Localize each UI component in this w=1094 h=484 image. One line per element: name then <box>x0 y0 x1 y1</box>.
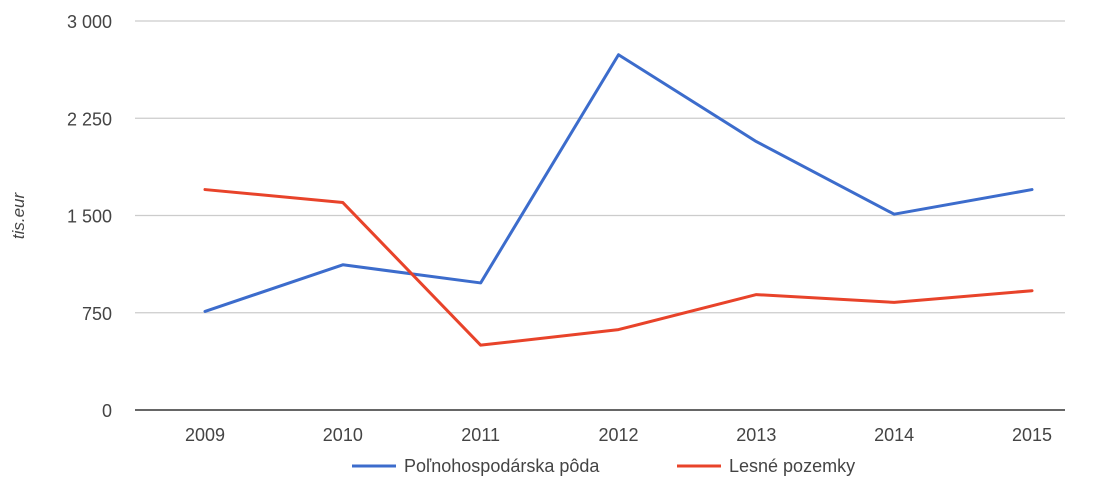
legend-label: Poľnohospodárska pôda <box>404 456 600 476</box>
x-tick-label: 2012 <box>598 425 638 445</box>
series-lines <box>203 53 1034 347</box>
x-tick-label: 2009 <box>185 425 225 445</box>
y-tick-label: 750 <box>82 304 112 324</box>
y-tick-label: 1 500 <box>67 207 112 227</box>
y-axis-tick-labels: 0 750 1 500 2 250 3 000 <box>67 12 112 421</box>
series-line <box>203 53 1034 313</box>
y-tick-label: 2 250 <box>67 109 112 129</box>
x-tick-label: 2015 <box>1012 425 1052 445</box>
series-line <box>203 188 1034 347</box>
x-tick-label: 2011 <box>461 425 500 445</box>
x-tick-label: 2010 <box>323 425 363 445</box>
x-tick-label: 2013 <box>736 425 776 445</box>
y-tick-label: 3 000 <box>67 12 112 32</box>
legend: Poľnohospodárska pôda Lesné pozemky <box>352 456 855 476</box>
legend-label: Lesné pozemky <box>729 456 855 476</box>
y-axis-label: tis.eur <box>9 192 28 240</box>
gridlines <box>135 20 1065 314</box>
x-axis-tick-labels: 2009 2010 2011 2012 2013 2014 2015 <box>185 425 1052 445</box>
x-tick-label: 2014 <box>874 425 914 445</box>
y-tick-label: 0 <box>102 401 112 421</box>
